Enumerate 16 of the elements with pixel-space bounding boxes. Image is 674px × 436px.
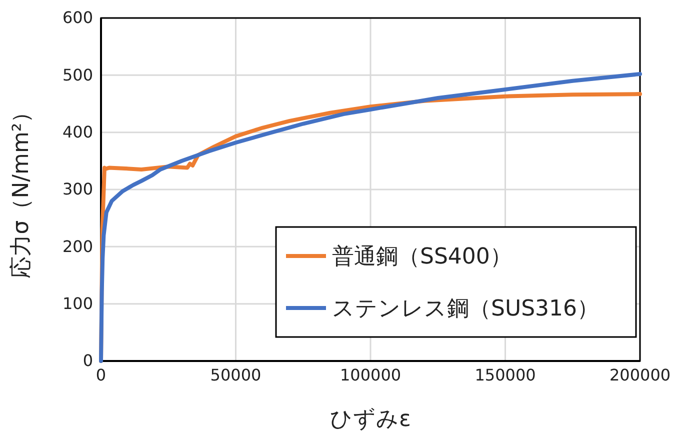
y-tick-label: 400 xyxy=(62,122,93,142)
y-tick-label: 300 xyxy=(62,180,93,199)
legend-label: ステンレス鋼（SUS316） xyxy=(332,296,600,322)
x-axis-title: ひずみε xyxy=(330,407,411,432)
y-tick-label: 600 xyxy=(62,8,93,28)
legend-label: 普通鋼（SS400） xyxy=(332,244,512,270)
y-tick-label: 200 xyxy=(62,236,93,256)
x-tick-label: 200000 xyxy=(609,365,671,384)
x-tick-label: 50000 xyxy=(210,365,262,384)
x-tick-label: 0 xyxy=(96,365,106,384)
y-tick-label: 500 xyxy=(62,65,93,84)
y-tick-label: 0 xyxy=(82,351,93,370)
x-tick-label: 150000 xyxy=(474,365,536,384)
y-axis-title: 応力σ（N/mm²） xyxy=(9,100,34,278)
x-tick-label: 100000 xyxy=(340,365,402,384)
y-tick-label: 100 xyxy=(62,294,93,313)
